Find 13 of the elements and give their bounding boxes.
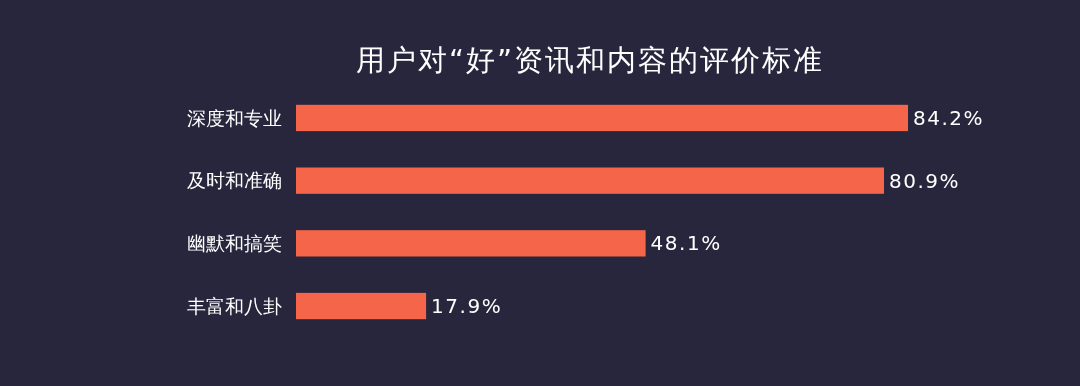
data-label: 84.2% [913,105,985,130]
data-label: 80.9% [889,168,961,193]
chart-title: 用户对“好”资讯和内容的评价标准 [355,43,825,77]
y-tick-label: 幽默和搞笑 [187,231,282,254]
bar [296,167,885,194]
y-tick-label: 及时和准确 [187,169,282,192]
data-label: 48.1% [650,231,722,256]
y-tick-label: 深度和专业 [187,106,282,129]
data-label: 17.9% [431,294,503,319]
bar [296,104,908,132]
bar [296,292,427,320]
y-tick-label: 丰富和八卦 [187,294,282,317]
bar [296,230,646,257]
